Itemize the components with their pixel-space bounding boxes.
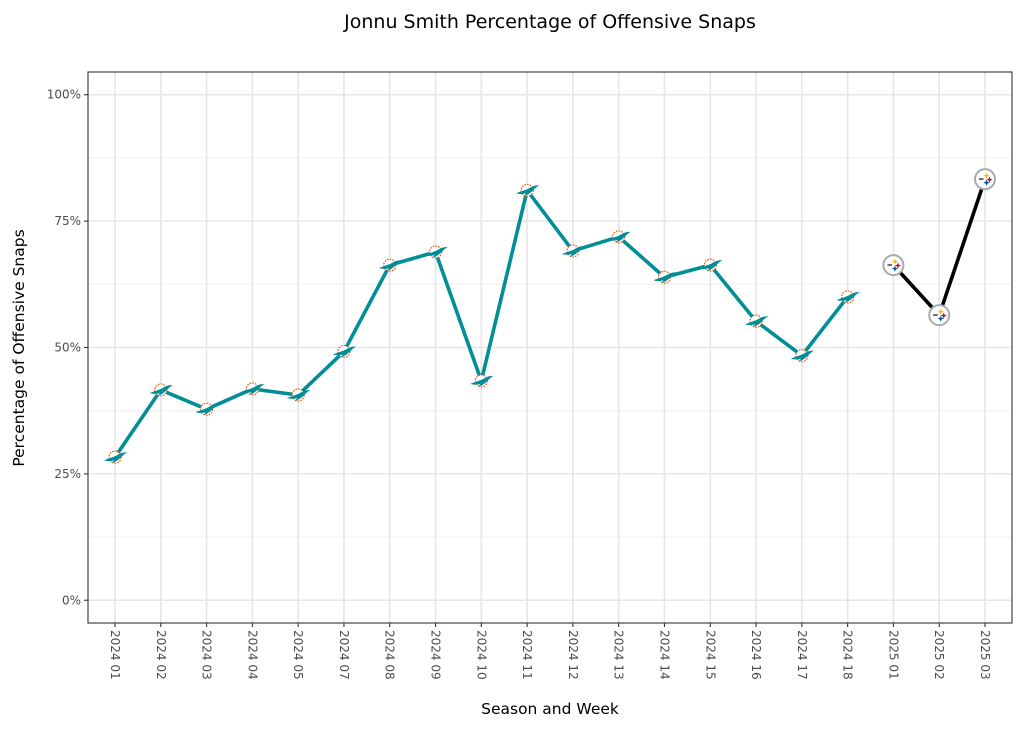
data-point-dolphins-logo bbox=[607, 230, 631, 244]
data-point-steelers-logo bbox=[928, 304, 951, 327]
x-axis-title: Season and Week bbox=[481, 700, 619, 718]
hypocycloid-blue-icon bbox=[983, 179, 990, 186]
data-point-dolphins-logo bbox=[790, 348, 814, 363]
y-tick-label: 100% bbox=[47, 88, 81, 102]
dolphin-icon bbox=[607, 231, 631, 243]
y-tick-label: 25% bbox=[54, 467, 81, 481]
data-point-dolphins-logo bbox=[332, 344, 356, 359]
data-point-dolphins-logo bbox=[378, 258, 402, 272]
steelers-wordmark-icon bbox=[933, 314, 938, 316]
x-tick-label: 2025 02 bbox=[932, 630, 946, 680]
dolphin-icon bbox=[287, 390, 311, 402]
x-tick-label: 2024 07 bbox=[337, 630, 351, 680]
dolphin-icon bbox=[332, 346, 356, 358]
data-point-steelers-logo bbox=[882, 254, 905, 277]
dolphin-icon bbox=[241, 383, 265, 395]
x-tick-label: 2024 02 bbox=[154, 630, 168, 680]
hypocycloid-red-icon bbox=[894, 262, 902, 269]
data-point-dolphins-logo bbox=[149, 383, 173, 397]
x-tick-label: 2024 04 bbox=[245, 630, 259, 680]
dolphin-icon bbox=[745, 316, 769, 328]
dolphin-icon bbox=[790, 350, 814, 362]
y-tick-label: 0% bbox=[62, 593, 81, 607]
hypocycloid-red-icon bbox=[986, 176, 993, 183]
y-tick-label: 50% bbox=[54, 341, 81, 355]
data-point-dolphins-logo bbox=[699, 258, 723, 272]
y-axis: 0% 25% 50% 75% 100% bbox=[47, 88, 88, 607]
x-tick-label: 2024 14 bbox=[657, 630, 671, 680]
hypocycloid-blue-icon bbox=[891, 265, 899, 272]
x-tick-label: 2024 18 bbox=[841, 630, 855, 680]
x-tick-label: 2024 10 bbox=[474, 630, 488, 680]
dolphin-icon bbox=[424, 246, 448, 258]
x-tick-label: 2024 01 bbox=[108, 630, 122, 680]
dolphin-icon bbox=[149, 384, 173, 396]
x-axis: 2024 01 2024 02 2024 03 2024 04 2024 05 2024 … bbox=[108, 623, 992, 680]
dolphin-icon bbox=[470, 375, 494, 387]
x-tick-label: 2024 08 bbox=[383, 630, 397, 680]
chart-title: Jonnu Smith Percentage of Offensive Snap… bbox=[343, 11, 756, 33]
data-point-dolphins-logo bbox=[104, 450, 127, 464]
x-tick-label: 2024 09 bbox=[429, 630, 443, 680]
hypocycloid-blue-icon bbox=[937, 315, 944, 322]
data-point-dolphins-logo bbox=[195, 402, 219, 416]
data-point-dolphins-logo bbox=[561, 244, 585, 258]
steelers-wordmark-icon bbox=[887, 264, 892, 266]
dolphin-icon bbox=[195, 404, 219, 416]
steelers-wordmark-icon bbox=[979, 178, 984, 180]
dolphin-icon bbox=[378, 260, 402, 272]
y-tick-label: 75% bbox=[54, 214, 81, 228]
data-point-dolphins-logo bbox=[653, 270, 677, 284]
x-tick-label: 2024 17 bbox=[795, 630, 809, 680]
x-tick-label: 2024 13 bbox=[612, 630, 626, 680]
series-layer bbox=[104, 168, 996, 464]
x-tick-label: 2024 03 bbox=[200, 630, 214, 680]
data-point-dolphins-logo bbox=[424, 245, 448, 259]
dolphin-icon bbox=[516, 185, 540, 197]
dolphin-icon bbox=[836, 291, 860, 303]
y-axis-title: Percentage of Offensive Snaps bbox=[10, 229, 28, 466]
dolphin-icon bbox=[561, 245, 585, 257]
x-tick-label: 2024 15 bbox=[703, 630, 717, 680]
data-point-dolphins-logo bbox=[516, 183, 540, 197]
steelers-logo-ring bbox=[974, 168, 996, 191]
x-tick-label: 2025 01 bbox=[886, 630, 900, 680]
x-tick-label: 2024 12 bbox=[566, 630, 580, 680]
hypocycloid-yellow-icon bbox=[937, 308, 944, 315]
x-tick-label: 2025 03 bbox=[978, 630, 992, 680]
x-tick-label: 2024 05 bbox=[291, 630, 305, 680]
grid bbox=[88, 72, 1012, 623]
dolphin-icon bbox=[104, 452, 127, 464]
dolphin-icon bbox=[699, 260, 723, 272]
data-point-steelers-logo bbox=[974, 168, 996, 191]
hypocycloid-red-icon bbox=[940, 312, 947, 319]
data-point-dolphins-logo bbox=[745, 314, 769, 328]
data-point-dolphins-logo bbox=[241, 382, 265, 396]
data-point-dolphins-logo bbox=[836, 290, 860, 304]
x-tick-label: 2024 16 bbox=[749, 630, 763, 680]
hypocycloid-yellow-icon bbox=[891, 258, 899, 265]
data-point-dolphins-logo bbox=[287, 388, 311, 402]
steelers-logo-ring bbox=[882, 254, 905, 277]
hypocycloid-yellow-icon bbox=[983, 172, 990, 179]
x-tick-label: 2024 11 bbox=[520, 630, 534, 680]
data-point-dolphins-logo bbox=[470, 374, 494, 388]
dolphin-icon bbox=[653, 272, 677, 284]
steelers-logo-ring bbox=[928, 304, 951, 327]
